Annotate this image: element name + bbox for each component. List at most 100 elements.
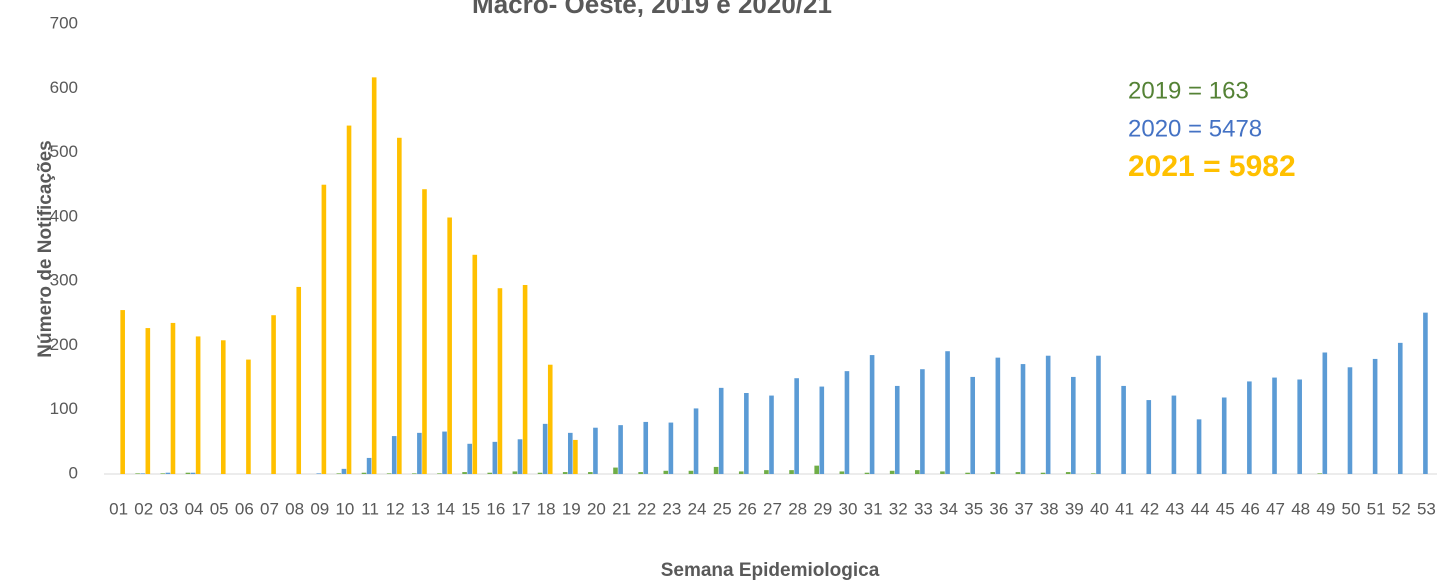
bar bbox=[417, 432, 422, 474]
bar bbox=[588, 472, 593, 474]
bar bbox=[567, 432, 573, 474]
bar bbox=[764, 470, 769, 474]
annotation: 2021 = 5982 bbox=[1128, 150, 1296, 183]
bar bbox=[467, 443, 472, 474]
bar bbox=[894, 385, 900, 474]
bar bbox=[185, 472, 191, 474]
x-tick-label: 47 bbox=[1266, 499, 1285, 518]
bar bbox=[447, 217, 452, 474]
bar bbox=[170, 322, 176, 474]
x-tick-label: 33 bbox=[914, 499, 933, 518]
x-tick-label: 44 bbox=[1191, 499, 1210, 518]
bar bbox=[618, 425, 623, 474]
x-tick-label: 28 bbox=[788, 499, 807, 518]
bar bbox=[794, 378, 799, 474]
bar bbox=[346, 125, 352, 475]
bar bbox=[940, 471, 945, 474]
y-tick-label: 200 bbox=[50, 335, 78, 354]
y-tick-label: 500 bbox=[50, 142, 78, 161]
x-tick-label: 07 bbox=[260, 499, 279, 518]
bar bbox=[613, 467, 618, 474]
bar bbox=[140, 473, 146, 474]
annotation: 2019 = 163 bbox=[1128, 77, 1249, 104]
bar bbox=[1020, 364, 1026, 474]
x-tick-label: 19 bbox=[562, 499, 581, 518]
bar bbox=[195, 336, 201, 474]
bar bbox=[789, 470, 794, 474]
x-tick-label: 49 bbox=[1316, 499, 1335, 518]
bar bbox=[386, 473, 392, 474]
bar bbox=[316, 473, 322, 474]
bar bbox=[442, 431, 447, 474]
bar bbox=[713, 466, 719, 474]
bar bbox=[271, 315, 276, 474]
bar bbox=[839, 471, 845, 474]
x-tick-label: 10 bbox=[335, 499, 354, 518]
x-tick-label: 43 bbox=[1165, 499, 1184, 518]
x-tick-label: 40 bbox=[1090, 499, 1109, 518]
bar bbox=[738, 471, 744, 474]
x-tick-label: 50 bbox=[1342, 499, 1361, 518]
y-tick-label: 300 bbox=[50, 271, 78, 290]
y-tick-label: 700 bbox=[50, 13, 78, 32]
x-tick-label: 34 bbox=[939, 499, 958, 518]
x-tick-label: 22 bbox=[637, 499, 656, 518]
bar bbox=[638, 472, 643, 474]
bar bbox=[1372, 358, 1378, 474]
bar bbox=[542, 423, 548, 474]
bar bbox=[593, 427, 598, 474]
y-tick-label: 600 bbox=[50, 78, 78, 97]
bar bbox=[769, 395, 774, 474]
bar bbox=[1065, 472, 1071, 474]
x-tick-label: 08 bbox=[285, 499, 304, 518]
bar bbox=[361, 472, 367, 474]
x-tick-label: 16 bbox=[486, 499, 505, 518]
x-tick-label: 21 bbox=[612, 499, 631, 518]
bar bbox=[1322, 352, 1328, 474]
bar bbox=[165, 472, 171, 474]
bar bbox=[1423, 312, 1428, 474]
bar bbox=[668, 422, 674, 474]
bar bbox=[1096, 355, 1101, 474]
bar bbox=[437, 473, 442, 474]
bar bbox=[537, 472, 543, 474]
bar bbox=[1347, 367, 1353, 474]
x-tick-label: 45 bbox=[1216, 499, 1235, 518]
bar bbox=[915, 470, 920, 474]
x-tick-label: 46 bbox=[1241, 499, 1260, 518]
bar bbox=[1015, 472, 1021, 474]
x-tick-label: 48 bbox=[1291, 499, 1310, 518]
bar bbox=[341, 468, 347, 474]
bar bbox=[814, 465, 820, 474]
x-tick-label: 53 bbox=[1417, 499, 1436, 518]
bar bbox=[562, 472, 568, 474]
x-tick-label: 09 bbox=[310, 499, 329, 518]
x-tick-label: 13 bbox=[411, 499, 430, 518]
bar bbox=[190, 472, 196, 474]
bar bbox=[869, 355, 875, 474]
bar bbox=[1171, 395, 1177, 474]
bar bbox=[1196, 419, 1202, 474]
bar bbox=[1272, 377, 1277, 474]
bar bbox=[945, 351, 950, 474]
x-tick-label: 30 bbox=[838, 499, 857, 518]
bar bbox=[920, 369, 925, 474]
bar bbox=[573, 439, 578, 474]
bar bbox=[819, 386, 825, 474]
bar bbox=[391, 436, 397, 474]
bar bbox=[366, 457, 372, 474]
bar bbox=[970, 376, 976, 474]
bar bbox=[1397, 342, 1403, 474]
bar bbox=[321, 184, 327, 474]
bar bbox=[296, 286, 302, 474]
bar bbox=[517, 439, 523, 474]
x-tick-label: 04 bbox=[185, 499, 204, 518]
bar bbox=[1071, 376, 1076, 474]
bar bbox=[145, 328, 151, 474]
bar bbox=[1146, 400, 1152, 474]
bar bbox=[990, 472, 996, 474]
chart-title: Macro- Oeste, 2019 e 2020/21 bbox=[472, 0, 832, 19]
x-tick-label: 05 bbox=[210, 499, 229, 518]
bar bbox=[497, 288, 503, 474]
bar bbox=[411, 473, 417, 474]
